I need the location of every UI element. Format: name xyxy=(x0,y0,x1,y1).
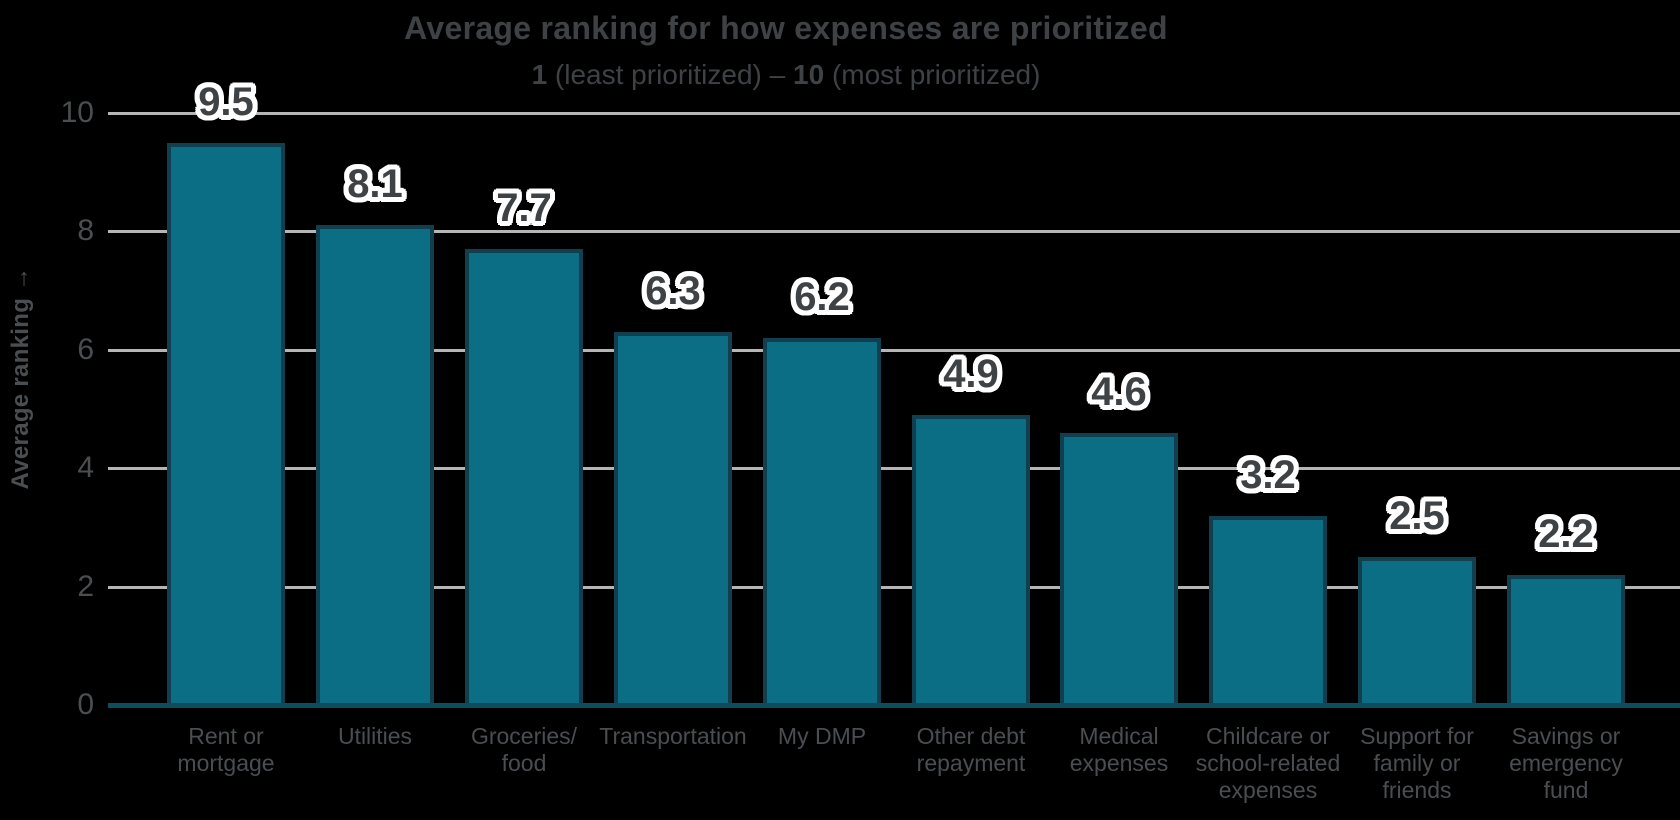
x-category-label: Savings or emergency fund xyxy=(1509,723,1623,803)
bar xyxy=(763,338,881,705)
subtitle-min-text: (least prioritized) – xyxy=(547,59,794,90)
bar-value-label: 7.7 xyxy=(496,186,552,230)
bar-value-label: 6.3 xyxy=(645,269,701,313)
x-category-label: Groceries/ food xyxy=(470,723,578,776)
x-category-label: Transportation xyxy=(599,723,747,749)
subtitle-min-value: 1 xyxy=(531,59,548,90)
gridline-y-4 xyxy=(108,467,1680,470)
bar-value-label: 6.2 xyxy=(794,275,850,319)
x-category-label: Childcare or school-related expenses xyxy=(1195,723,1341,803)
y-tick-label: 4 xyxy=(77,451,94,484)
subtitle-max-text: (most prioritized) xyxy=(824,59,1041,90)
bar-value-label: 3.2 xyxy=(1240,453,1296,497)
x-category-label: Utilities xyxy=(337,723,413,749)
x-category-label: Support for family or friends xyxy=(1360,723,1474,803)
bar-value-label: 4.9 xyxy=(943,352,999,396)
chart-title: Average ranking for how expenses are pri… xyxy=(404,10,1168,46)
bar-value-label: 2.2 xyxy=(1538,512,1594,556)
chart-header: Average ranking for how expenses are pri… xyxy=(0,0,1572,91)
y-tick-label: 8 xyxy=(77,214,94,247)
x-category-label: My DMP xyxy=(777,723,867,749)
gridline-y-10 xyxy=(108,112,1680,115)
y-tick-label: 2 xyxy=(77,570,94,603)
gridline-y-6 xyxy=(108,349,1680,352)
bar xyxy=(1060,433,1178,705)
bar xyxy=(465,249,583,705)
bar-value-label: 2.5 xyxy=(1389,494,1445,538)
bar xyxy=(1507,575,1625,705)
x-axis-baseline xyxy=(108,703,1680,708)
bar xyxy=(614,332,732,705)
bar-value-label: 9.5 xyxy=(198,80,254,124)
bar-value-label: 8.1 xyxy=(347,162,403,206)
chart-subtitle: 1 (least prioritized) – 10 (most priorit… xyxy=(0,59,1572,91)
subtitle-max-value: 10 xyxy=(793,59,825,90)
gridline-y-8 xyxy=(108,230,1680,233)
gridline-y-2 xyxy=(108,586,1680,589)
bar xyxy=(912,415,1030,705)
bar xyxy=(316,225,434,705)
y-tick-label: 6 xyxy=(77,333,94,366)
y-tick-label: 0 xyxy=(77,688,94,721)
bar xyxy=(167,143,285,705)
x-category-label: Other debt repayment xyxy=(916,723,1026,776)
bar xyxy=(1358,557,1476,705)
bar xyxy=(1209,516,1327,705)
x-category-label: Medical expenses xyxy=(1069,723,1169,776)
y-tick-label: 10 xyxy=(60,96,94,129)
bar-value-label: 4.6 xyxy=(1091,370,1147,414)
x-category-label: Rent or mortgage xyxy=(177,723,275,776)
